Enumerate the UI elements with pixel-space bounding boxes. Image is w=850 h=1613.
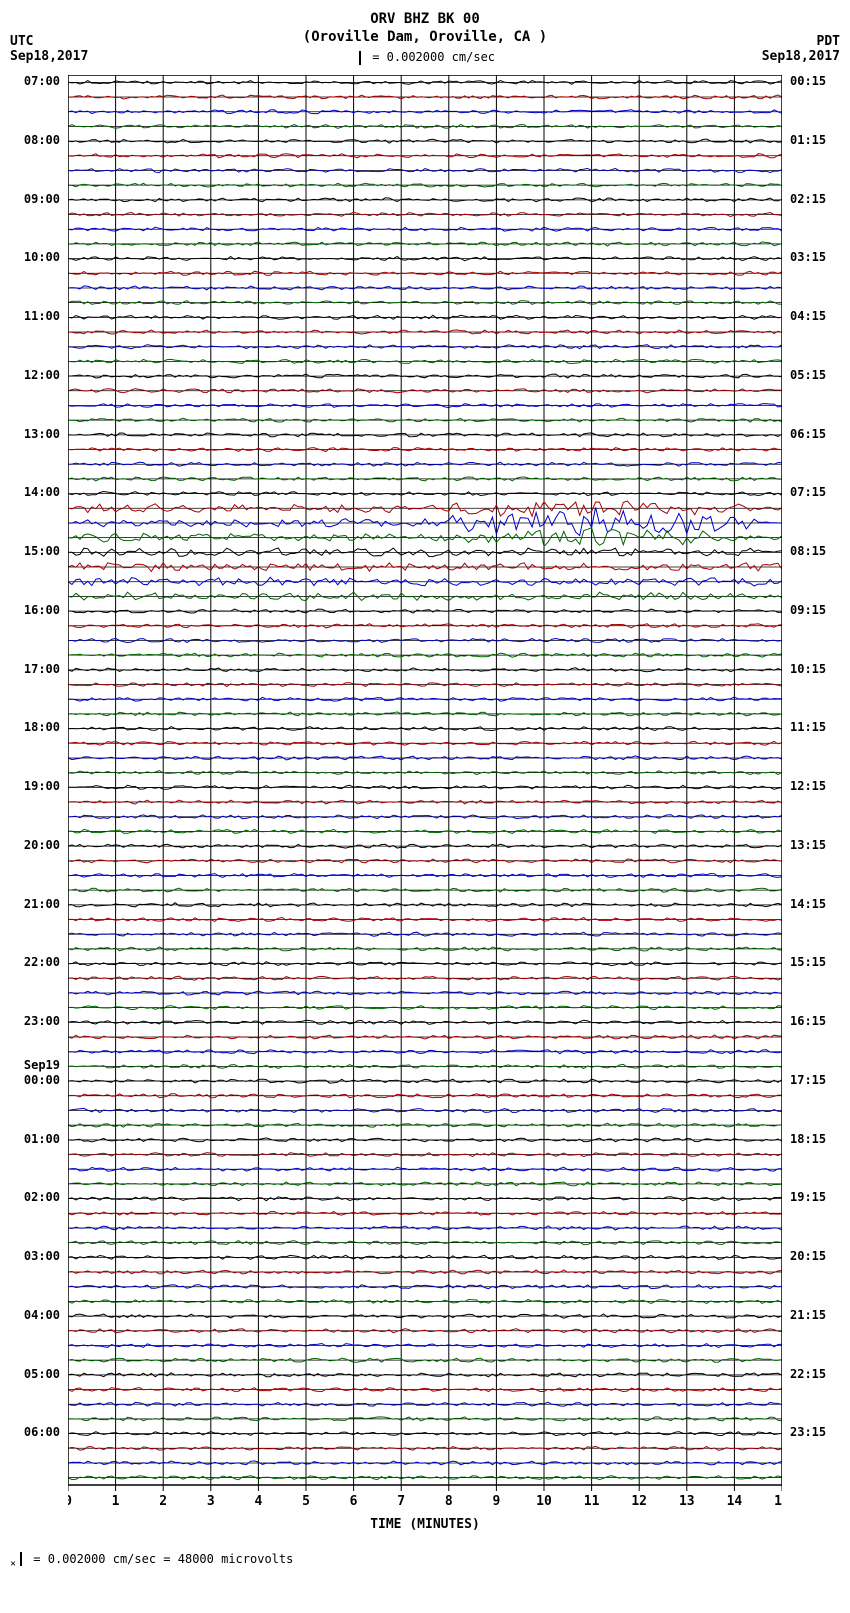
left-time-label: 21:00: [24, 898, 60, 910]
left-time-label: 15:00: [24, 545, 60, 557]
left-time-label: 12:00: [24, 369, 60, 381]
right-time-label: 20:15: [790, 1250, 826, 1262]
left-time-label: 11:00: [24, 310, 60, 322]
right-time-label: 18:15: [790, 1133, 826, 1145]
right-time-label: 12:15: [790, 780, 826, 792]
footer-bar-icon: [20, 1552, 22, 1566]
right-time-label: 04:15: [790, 310, 826, 322]
scale-bar-icon: [359, 51, 361, 65]
svg-text:11: 11: [584, 1494, 600, 1509]
tz-left-block: UTC Sep18,2017: [10, 34, 88, 64]
left-time-label: Sep19: [24, 1059, 60, 1071]
left-time-labels: 07:00 08:00 09:00 10:00 11:00 12:00 13:00 14:00…: [10, 75, 64, 1485]
left-time-label: 07:00: [24, 75, 60, 87]
svg-text:5: 5: [302, 1494, 310, 1509]
right-time-label: 06:15: [790, 428, 826, 440]
svg-text:1: 1: [112, 1494, 120, 1509]
left-time-label: 02:00: [24, 1191, 60, 1203]
right-time-label: 05:15: [790, 369, 826, 381]
svg-text:12: 12: [631, 1494, 647, 1509]
left-time-label: 22:00: [24, 956, 60, 968]
left-time-label: 23:00: [24, 1015, 60, 1027]
svg-text:0: 0: [68, 1494, 72, 1509]
title-line-2: (Oroville Dam, Oroville, CA ): [10, 28, 840, 46]
svg-text:15: 15: [774, 1494, 782, 1509]
left-time-label: 19:00: [24, 780, 60, 792]
right-time-label: 13:15: [790, 839, 826, 851]
right-time-label: 11:15: [790, 721, 826, 733]
svg-text:8: 8: [445, 1494, 453, 1509]
right-time-label: 23:15: [790, 1426, 826, 1438]
chart-title: ORV BHZ BK 00 (Oroville Dam, Oroville, C…: [10, 10, 840, 46]
svg-text:10: 10: [536, 1494, 552, 1509]
svg-text:3: 3: [207, 1494, 215, 1509]
svg-text:6: 6: [350, 1494, 358, 1509]
left-time-label: 03:00: [24, 1250, 60, 1262]
right-time-label: 01:15: [790, 134, 826, 146]
left-time-label: 10:00: [24, 251, 60, 263]
tz-right-label: PDT: [762, 34, 840, 49]
left-time-label: 05:00: [24, 1368, 60, 1380]
footer-scale: × = 0.002000 cm/sec = 48000 microvolts: [10, 1552, 840, 1569]
svg-text:13: 13: [679, 1494, 695, 1509]
right-time-label: 10:15: [790, 663, 826, 675]
left-time-label: 16:00: [24, 604, 60, 616]
scale-indicator: = 0.002000 cm/sec: [10, 50, 840, 65]
left-time-label: 14:00: [24, 486, 60, 498]
seismogram-container: UTC Sep18,2017 PDT Sep18,2017 ORV BHZ BK…: [10, 10, 840, 1569]
right-time-labels: 00:15 01:15 02:15 03:15 04:15 05:15 06:15 07:15…: [786, 75, 840, 1485]
left-time-label: 08:00: [24, 134, 60, 146]
left-time-label: 20:00: [24, 839, 60, 851]
svg-text:14: 14: [727, 1494, 743, 1509]
right-time-label: 08:15: [790, 545, 826, 557]
right-time-label: 17:15: [790, 1074, 826, 1086]
footer-text: = 0.002000 cm/sec = 48000 microvolts: [33, 1552, 293, 1566]
tz-left-date: Sep18,2017: [10, 49, 88, 64]
right-time-label: 16:15: [790, 1015, 826, 1027]
svg-text:4: 4: [254, 1494, 262, 1509]
right-time-label: 21:15: [790, 1309, 826, 1321]
left-time-label: 00:00: [24, 1074, 60, 1086]
left-time-label: 18:00: [24, 721, 60, 733]
left-time-label: 04:00: [24, 1309, 60, 1321]
tz-right-date: Sep18,2017: [762, 49, 840, 64]
right-time-label: 22:15: [790, 1368, 826, 1380]
title-line-1: ORV BHZ BK 00: [10, 10, 840, 28]
right-time-label: 09:15: [790, 604, 826, 616]
tz-left-label: UTC: [10, 34, 88, 49]
xaxis-label: TIME (MINUTES): [68, 1517, 782, 1532]
right-time-label: 03:15: [790, 251, 826, 263]
svg-text:9: 9: [492, 1494, 500, 1509]
svg-text:2: 2: [159, 1494, 167, 1509]
right-time-label: 00:15: [790, 75, 826, 87]
right-time-label: 02:15: [790, 193, 826, 205]
svg-text:7: 7: [397, 1494, 405, 1509]
right-time-label: 15:15: [790, 956, 826, 968]
plot-area: 07:0008:0009:0010:0011:0012:0013:0014:00…: [68, 75, 782, 1532]
tz-right-block: PDT Sep18,2017: [762, 34, 840, 64]
right-time-label: 07:15: [790, 486, 826, 498]
left-time-label: 17:00: [24, 663, 60, 675]
left-time-label: 09:00: [24, 193, 60, 205]
left-time-label: 01:00: [24, 1133, 60, 1145]
right-time-label: 19:15: [790, 1191, 826, 1203]
left-time-label: 06:00: [24, 1426, 60, 1438]
seismogram-svg: 0123456789101112131415: [68, 75, 782, 1515]
scale-text: = 0.002000 cm/sec: [372, 50, 495, 64]
right-time-label: 14:15: [790, 898, 826, 910]
left-time-label: 13:00: [24, 428, 60, 440]
